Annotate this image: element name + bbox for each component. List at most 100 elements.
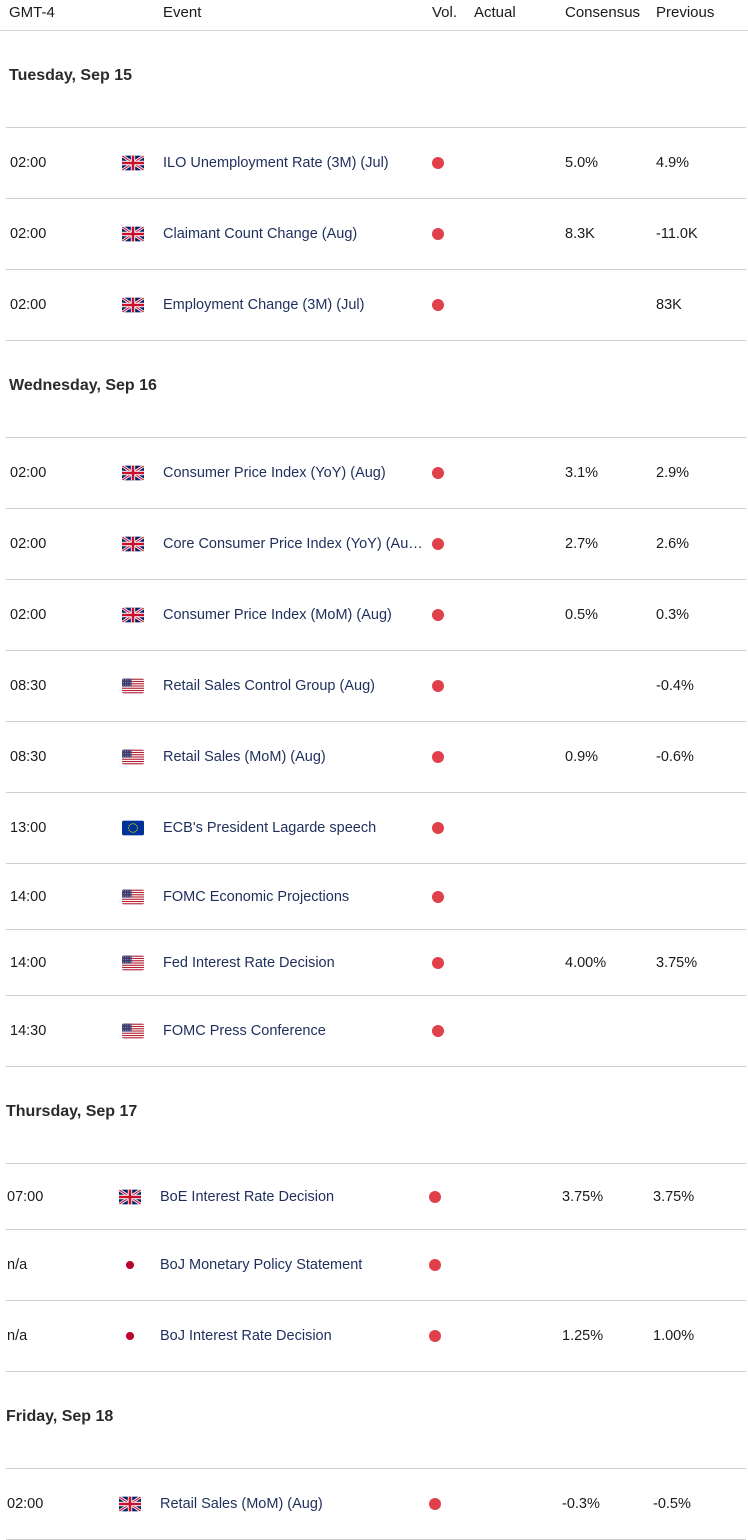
high-volatility-dot-icon xyxy=(432,609,444,621)
event-time: 14:30 xyxy=(10,1023,47,1039)
high-volatility-dot-icon xyxy=(432,680,444,692)
uk-flag-icon xyxy=(122,607,144,623)
event-name-link[interactable]: FOMC Press Conference xyxy=(163,1023,326,1039)
event-row[interactable]: 02:00 Core Consumer Price Index (YoY) (Au… xyxy=(6,509,746,580)
actual-column-header[interactable]: Actual xyxy=(474,4,516,21)
event-row[interactable]: n/a BoJ Monetary Policy Statement xyxy=(6,1230,746,1301)
high-volatility-dot-icon xyxy=(432,157,444,169)
event-column-header[interactable]: Event xyxy=(163,4,202,21)
event-row[interactable]: 14:00 Fed Interest Rate Decision 4.00% 3.75… xyxy=(6,930,746,996)
day-group-header: Friday, Sep 18 xyxy=(6,1372,746,1469)
previous-value: -0.4% xyxy=(656,678,694,694)
event-time: 08:30 xyxy=(10,749,47,765)
event-time: 02:00 xyxy=(10,297,47,313)
uk-flag-icon xyxy=(119,1189,141,1204)
consensus-value: 5.0% xyxy=(565,155,599,171)
consensus-column-header[interactable]: Consensus xyxy=(565,4,641,21)
high-volatility-dot-icon xyxy=(429,1259,441,1271)
previous-value: 1.00% xyxy=(653,1328,695,1344)
event-row[interactable]: 02:00 Consumer Price Index (MoM) (Aug) 0.5… xyxy=(6,580,746,651)
high-volatility-dot-icon xyxy=(432,751,444,763)
event-name-link[interactable]: Claimant Count Change (Aug) xyxy=(163,226,358,242)
consensus-value: 3.75% xyxy=(562,1188,604,1205)
event-name-link[interactable]: Consumer Price Index (YoY) (Aug) xyxy=(163,465,386,481)
eu-flag-icon xyxy=(122,820,144,836)
previous-column-header[interactable]: Previous xyxy=(656,4,715,21)
uk-flag-icon xyxy=(122,536,144,552)
event-time: 14:00 xyxy=(10,954,47,971)
uk-flag-icon xyxy=(119,1496,141,1512)
high-volatility-dot-icon xyxy=(432,1025,444,1037)
previous-value: -0.6% xyxy=(656,749,694,765)
us-flag-icon xyxy=(122,678,144,694)
high-volatility-dot-icon xyxy=(432,467,444,479)
event-row[interactable]: n/a BoJ Interest Rate Decision 1.25% 1.00% xyxy=(6,1301,746,1372)
previous-value: 3.75% xyxy=(653,1188,695,1205)
previous-value: 2.9% xyxy=(656,465,690,481)
event-name-link[interactable]: ECB's President Lagarde speech xyxy=(163,820,377,836)
event-name-link[interactable]: Retail Sales Control Group (Aug) xyxy=(163,678,375,694)
event-row[interactable]: 02:00 Employment Change (3M) (Jul) 83K xyxy=(6,270,746,341)
event-row[interactable]: 07:00 BoE Interest Rate Decision 3.75% 3.75… xyxy=(6,1164,746,1230)
event-time: 14:00 xyxy=(10,888,47,905)
event-name-link[interactable]: FOMC Economic Projections xyxy=(163,888,350,905)
consensus-value: 4.00% xyxy=(565,954,607,971)
high-volatility-dot-icon xyxy=(432,228,444,240)
day-label: Tuesday, Sep 15 xyxy=(9,67,133,84)
event-row[interactable]: 02:00 Claimant Count Change (Aug) 8.3K -11.… xyxy=(6,199,746,270)
previous-value: 83K xyxy=(656,297,682,313)
table-header: GMT-4 Event Vol. Actual Consensus Previo… xyxy=(0,0,748,31)
high-volatility-dot-icon xyxy=(429,1498,441,1510)
event-row[interactable]: 13:00 ECB's President Lagarde speech xyxy=(6,793,746,864)
consensus-value: 1.25% xyxy=(562,1328,604,1344)
previous-value: -0.5% xyxy=(653,1496,691,1512)
event-name-link[interactable]: Retail Sales (MoM) (Aug) xyxy=(163,749,326,765)
day-group-header: Wednesday, Sep 16 xyxy=(6,341,746,438)
high-volatility-dot-icon xyxy=(432,890,444,903)
event-name-link[interactable]: BoJ Interest Rate Decision xyxy=(160,1328,332,1344)
economic-calendar-table: Tuesday, Sep 15 02:00 ILO Unemployment Rat… xyxy=(0,31,748,1540)
event-name-link[interactable]: Consumer Price Index (MoM) (Aug) xyxy=(163,607,392,623)
consensus-value: 3.1% xyxy=(565,465,599,481)
event-time: 02:00 xyxy=(10,607,47,623)
event-name-link[interactable]: Fed Interest Rate Decision xyxy=(163,954,335,971)
day-group-header: Tuesday, Sep 15 xyxy=(6,31,746,128)
previous-value: 0.3% xyxy=(656,607,690,623)
event-row[interactable]: 02:00 ILO Unemployment Rate (3M) (Jul) 5.0… xyxy=(6,128,746,199)
event-row[interactable]: 08:30 Retail Sales Control Group (Aug) -0.… xyxy=(6,651,746,722)
uk-flag-icon xyxy=(122,297,144,313)
event-row[interactable]: 08:30 Retail Sales (MoM) (Aug) 0.9% -0.6% xyxy=(6,722,746,793)
event-row[interactable]: 14:30 FOMC Press Conference xyxy=(6,996,746,1067)
japan-flag-icon xyxy=(119,1328,141,1344)
high-volatility-dot-icon xyxy=(429,1190,441,1203)
event-time: 02:00 xyxy=(10,155,47,171)
previous-value: 4.9% xyxy=(656,155,690,171)
event-name-link[interactable]: Employment Change (3M) (Jul) xyxy=(163,297,365,313)
event-name-link[interactable]: Core Consumer Price Index (YoY) (Au… xyxy=(163,536,423,552)
event-row[interactable]: 02:00 Retail Sales (MoM) (Aug) -0.3% -0.5% xyxy=(6,1469,746,1540)
uk-flag-icon xyxy=(122,226,144,242)
event-name-link[interactable]: BoJ Monetary Policy Statement xyxy=(160,1257,363,1273)
day-label: Thursday, Sep 17 xyxy=(6,1103,138,1120)
previous-value: 3.75% xyxy=(656,954,698,971)
consensus-value: 0.5% xyxy=(565,607,599,623)
us-flag-icon xyxy=(122,1023,144,1039)
consensus-value: 0.9% xyxy=(565,749,599,765)
high-volatility-dot-icon xyxy=(432,822,444,834)
event-time: 07:00 xyxy=(7,1188,44,1205)
high-volatility-dot-icon xyxy=(432,538,444,550)
event-time: 02:00 xyxy=(7,1496,44,1512)
event-row[interactable]: 14:00 FOMC Economic Projections xyxy=(6,864,746,930)
previous-value: -11.0K xyxy=(656,226,698,242)
consensus-value: 8.3K xyxy=(565,226,595,242)
event-name-link[interactable]: ILO Unemployment Rate (3M) (Jul) xyxy=(163,155,389,171)
us-flag-icon xyxy=(122,889,144,904)
previous-value: 2.6% xyxy=(656,536,690,552)
event-name-link[interactable]: BoE Interest Rate Decision xyxy=(160,1188,335,1205)
timezone-header: GMT-4 xyxy=(9,4,55,21)
event-name-link[interactable]: Retail Sales (MoM) (Aug) xyxy=(160,1496,323,1512)
event-row[interactable]: 02:00 Consumer Price Index (YoY) (Aug) 3.1… xyxy=(6,438,746,509)
consensus-value: 2.7% xyxy=(565,536,599,552)
uk-flag-icon xyxy=(122,465,144,481)
volatility-column-header[interactable]: Vol. xyxy=(432,4,458,21)
